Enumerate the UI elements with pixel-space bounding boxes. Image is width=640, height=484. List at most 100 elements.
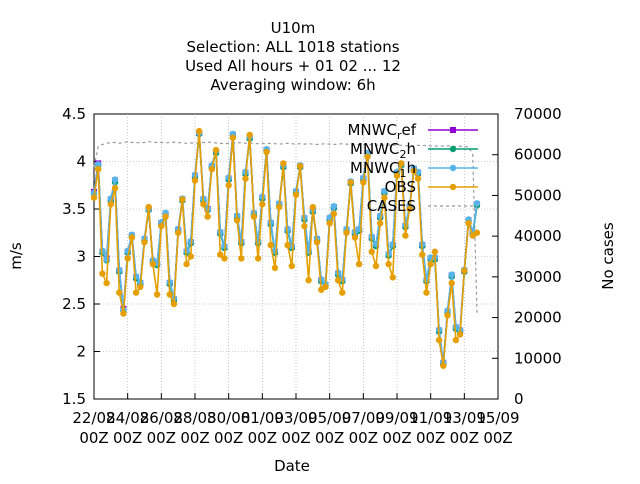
legend-label: MNWCref bbox=[347, 121, 416, 142]
y-tick-label: 4.5 bbox=[62, 105, 86, 123]
data-point bbox=[351, 234, 359, 241]
data-point bbox=[435, 336, 443, 344]
data-point bbox=[200, 201, 207, 208]
data-point bbox=[208, 165, 216, 173]
data-point bbox=[250, 213, 258, 220]
data-point bbox=[267, 219, 274, 226]
x-tick-label-date: 24/08 bbox=[106, 409, 149, 427]
data-point bbox=[196, 127, 203, 135]
series-line bbox=[93, 131, 478, 366]
data-point bbox=[111, 184, 119, 192]
data-point bbox=[473, 200, 481, 207]
y2-tick-label: 20000 bbox=[514, 309, 562, 327]
data-point bbox=[275, 203, 283, 211]
x-tick-label-hour: 00Z bbox=[315, 429, 344, 447]
x-tick-label-hour: 00Z bbox=[214, 429, 243, 447]
data-point bbox=[221, 255, 228, 262]
y2-tick-label: 60000 bbox=[514, 146, 562, 164]
data-point bbox=[246, 131, 253, 139]
data-point bbox=[212, 146, 220, 154]
data-point bbox=[389, 274, 396, 281]
x-tick-label-hour: 00Z bbox=[416, 429, 445, 447]
data-point bbox=[238, 255, 245, 262]
x-tick-label-hour: 00Z bbox=[483, 429, 512, 447]
data-point bbox=[284, 241, 291, 249]
data-point bbox=[309, 203, 317, 211]
data-point bbox=[217, 251, 224, 258]
title-line-3: Used All hours + 01 02 ... 12 bbox=[185, 57, 401, 75]
x-tick-label-date: 09/09 bbox=[375, 409, 418, 427]
data-point bbox=[137, 283, 144, 291]
series-cases bbox=[93, 141, 478, 314]
y2-tick-label: 10000 bbox=[514, 349, 562, 367]
y2-tick-label: 30000 bbox=[514, 268, 562, 286]
data-point bbox=[95, 161, 102, 168]
data-point bbox=[372, 262, 380, 270]
title-line-4: Averaging window: 6h bbox=[210, 76, 375, 94]
data-point bbox=[179, 196, 186, 203]
data-point bbox=[465, 220, 472, 227]
x-tick-label-hour: 00Z bbox=[180, 429, 209, 447]
chart-title: U10m Selection: ALL 1018 stations Used A… bbox=[185, 19, 401, 94]
data-point bbox=[385, 260, 392, 268]
x-tick-label-hour: 00Z bbox=[450, 429, 479, 447]
data-point bbox=[107, 201, 115, 208]
data-point bbox=[364, 153, 371, 160]
series-layer bbox=[90, 127, 481, 369]
legend-swatch-marker bbox=[450, 127, 456, 133]
data-point bbox=[128, 234, 136, 241]
data-point bbox=[149, 260, 157, 268]
data-point bbox=[153, 291, 161, 298]
data-point bbox=[301, 222, 308, 230]
y-axis-ticks: 1.5 2 2.5 3 3.5 4 4.5 bbox=[62, 105, 100, 408]
x-tick-label-hour: 00Z bbox=[79, 429, 108, 447]
data-point bbox=[90, 194, 98, 201]
data-point bbox=[254, 255, 262, 262]
data-point bbox=[124, 255, 131, 262]
legend-swatch-marker bbox=[449, 145, 457, 153]
data-point bbox=[381, 194, 388, 201]
y2-tick-label: 70000 bbox=[514, 105, 562, 123]
data-point bbox=[242, 175, 249, 182]
series-line bbox=[93, 141, 478, 314]
data-point bbox=[225, 182, 232, 189]
x-tick-label-date: 05/09 bbox=[308, 409, 351, 427]
x-tick-label-hour: 00Z bbox=[349, 429, 378, 447]
data-point bbox=[132, 273, 140, 280]
y2-axis-ticks: 0 10000 20000 30000 40000 50000 60000 70000 bbox=[492, 105, 562, 408]
data-point bbox=[368, 248, 375, 255]
y-axis-label: m/s bbox=[7, 242, 25, 270]
y2-axis-label: No cases bbox=[599, 222, 617, 290]
data-point bbox=[174, 229, 182, 236]
x-tick-label-date: 13/09 bbox=[443, 409, 486, 427]
data-point bbox=[347, 179, 354, 186]
x-tick-label-date: 03/09 bbox=[274, 409, 317, 427]
data-point bbox=[145, 203, 152, 211]
data-point bbox=[402, 232, 409, 239]
data-point bbox=[334, 277, 342, 284]
data-point bbox=[204, 213, 211, 220]
x-tick-label-date: 15/09 bbox=[476, 409, 519, 427]
data-point bbox=[448, 271, 455, 278]
legend-label: CASES bbox=[367, 197, 416, 215]
data-point bbox=[280, 160, 287, 167]
data-point bbox=[233, 217, 241, 224]
data-point bbox=[398, 160, 405, 167]
y2-tick-label: 50000 bbox=[514, 186, 562, 204]
data-point bbox=[183, 260, 190, 268]
data-point bbox=[99, 247, 106, 254]
data-point bbox=[305, 277, 312, 284]
data-point bbox=[288, 262, 295, 270]
x-tick-label-hour: 00Z bbox=[248, 429, 277, 447]
x-tick-label-date: 11/09 bbox=[409, 409, 452, 427]
series-obs bbox=[90, 127, 481, 369]
y2-tick-label: 0 bbox=[514, 390, 524, 408]
x-axis-ticks: 22/08 00Z 24/08 00Z 26/08 00Z 28/08 00Z 30/08 00Z… bbox=[72, 393, 520, 447]
x-tick-label-date: 07/09 bbox=[342, 409, 385, 427]
y-tick-label: 2.5 bbox=[62, 295, 86, 313]
x-tick-label-hour: 00Z bbox=[382, 429, 411, 447]
data-point bbox=[111, 176, 119, 183]
data-point bbox=[158, 222, 165, 230]
